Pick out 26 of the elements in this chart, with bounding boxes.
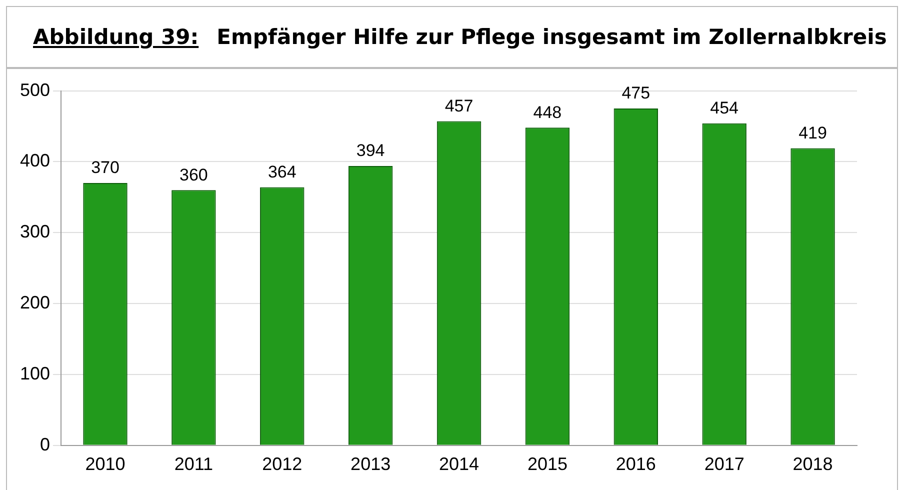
data-label: 457 (444, 96, 474, 116)
data-label: 370 (91, 158, 120, 178)
y-tick-label: 500 (20, 80, 50, 100)
x-tick-label: 2015 (527, 454, 568, 474)
x-tick-label: 2018 (792, 454, 833, 474)
data-label: 364 (268, 162, 296, 182)
y-tick-label: 100 (20, 363, 50, 384)
chart-title: Abbildung 39: (33, 25, 199, 49)
data-label: 394 (356, 141, 385, 160)
data-label: 475 (622, 84, 650, 103)
chart-subtitle: Empfänger Hilfe zur Pflege insgesamt im Zollernalbkreis (216, 25, 887, 49)
data-label: 448 (533, 102, 562, 122)
data-label: 454 (710, 98, 739, 118)
x-tick-label: 2013 (350, 454, 391, 474)
x-tick-label: 2012 (262, 454, 302, 474)
data-label: 360 (180, 165, 208, 184)
y-tick-label: 300 (20, 222, 50, 242)
x-tick-label: 2010 (85, 454, 126, 474)
y-tick-label: 400 (20, 150, 50, 171)
x-tick-label: 2016 (616, 454, 656, 474)
y-tick-label: 0 (40, 434, 50, 454)
x-tick-label: 2017 (704, 454, 744, 474)
y-tick-label: 200 (20, 292, 50, 313)
x-tick-label: 2011 (174, 454, 214, 474)
data-label: 419 (798, 123, 827, 142)
x-tick-label: 2014 (438, 454, 480, 474)
